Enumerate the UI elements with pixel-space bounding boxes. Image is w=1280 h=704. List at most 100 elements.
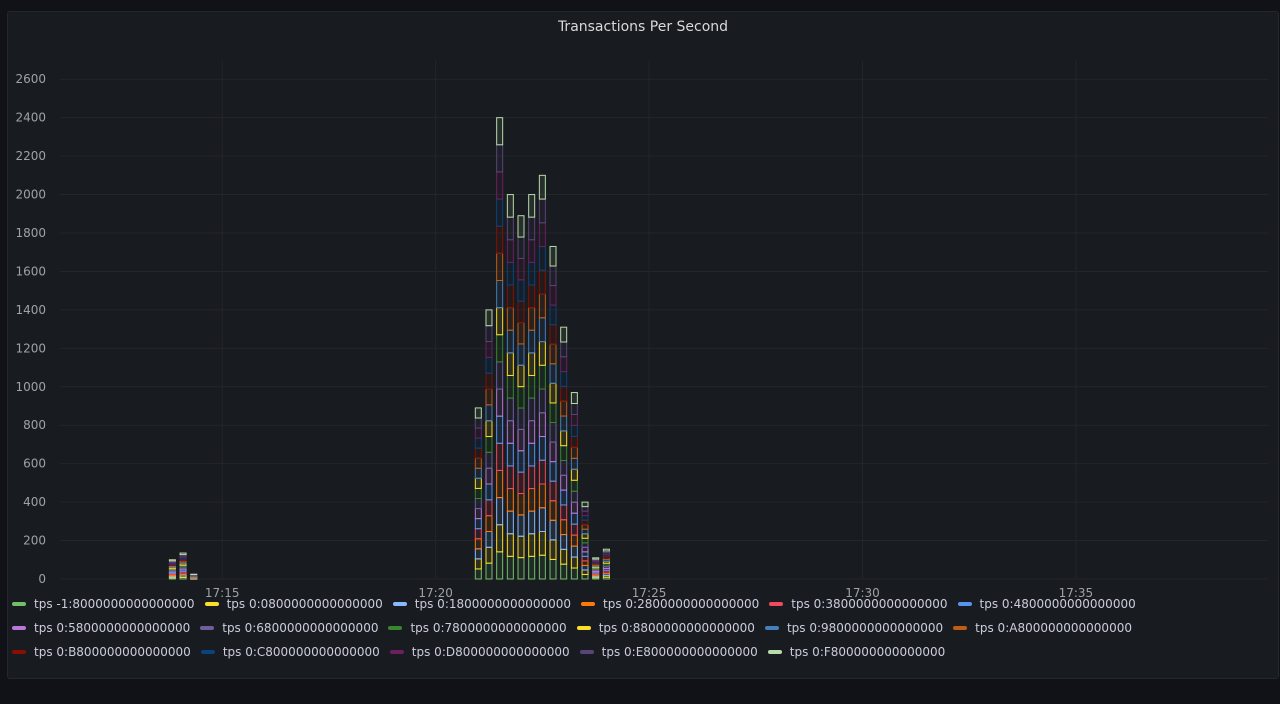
legend-item[interactable]: tps 0:E800000000000000 <box>579 640 758 664</box>
bar-segment <box>570 457 578 470</box>
bar-segment <box>549 245 557 267</box>
bar-segment <box>496 117 504 146</box>
bar-segment <box>538 269 546 295</box>
bar-segment <box>496 524 504 553</box>
bar-segment <box>485 404 493 422</box>
bar-segment <box>474 568 482 580</box>
bar-segment <box>474 457 482 469</box>
bar-segment <box>485 562 493 580</box>
legend-item[interactable]: tps 0:B800000000000000 <box>12 640 191 664</box>
y-tick-label: 2600 <box>15 72 46 86</box>
bar-segment <box>570 468 578 481</box>
bar-segment <box>549 324 557 345</box>
bar-segment <box>538 483 546 509</box>
legend-item[interactable]: tps 0:C800000000000000 <box>200 640 380 664</box>
bar-segment <box>485 483 493 501</box>
chart-panel: Transactions Per Second <box>7 11 1279 679</box>
y-tick-label: 600 <box>23 457 46 471</box>
legend-label: tps 0:5800000000000000 <box>34 621 191 635</box>
legend-item[interactable]: tps 0:7800000000000000 <box>388 616 567 640</box>
x-tick-label: 17:35 <box>1059 586 1094 600</box>
legend-swatch <box>767 650 782 654</box>
legend-label: tps 0:B800000000000000 <box>34 645 191 659</box>
bar-segment <box>485 436 493 453</box>
legend-item[interactable]: tps 0:D800000000000000 <box>389 640 570 664</box>
legend-item[interactable]: tps 0:9800000000000000 <box>764 616 943 640</box>
bar-segment <box>506 307 514 331</box>
bar-segment <box>179 552 187 556</box>
bar-segment <box>538 507 546 533</box>
y-tick-label: 1600 <box>15 264 46 278</box>
legend-swatch <box>200 650 215 654</box>
legend-label: tps 0:6800000000000000 <box>222 621 379 635</box>
legend-item[interactable]: tps 0:F800000000000000 <box>767 640 945 664</box>
bar-segment <box>506 533 514 557</box>
bar-segment <box>496 252 504 281</box>
legend-item[interactable]: tps 0:3800000000000000 <box>769 592 948 616</box>
bar-segment <box>560 548 568 565</box>
legend-item[interactable]: tps 0:0800000000000000 <box>204 592 383 616</box>
bar-segment <box>474 427 482 439</box>
bar-segment <box>474 477 482 489</box>
legend-swatch <box>953 626 968 630</box>
bar-segment <box>560 534 568 550</box>
bar-segment <box>538 246 546 271</box>
bar-segment <box>549 363 557 384</box>
bar-segment <box>549 402 557 424</box>
bar-segment <box>528 420 536 444</box>
bar-segment <box>485 546 493 564</box>
legend-label: tps 0:7800000000000000 <box>410 621 567 635</box>
bar-segment <box>506 194 514 218</box>
legend-swatch <box>204 602 219 606</box>
y-tick-label: 1200 <box>15 341 46 355</box>
bar-segment <box>485 325 493 343</box>
legend-item[interactable]: tps 0:6800000000000000 <box>200 616 378 640</box>
bar-segment <box>528 307 536 331</box>
legend-item[interactable]: tps -1:8000000000000000 <box>12 592 195 616</box>
y-tick-label: 1400 <box>15 303 46 317</box>
legend-item[interactable]: tps 0:1800000000000000 <box>392 592 571 616</box>
bar-segment <box>538 222 546 248</box>
bar-segment <box>528 194 536 218</box>
legend-label: tps 0:3800000000000000 <box>791 597 948 611</box>
bar-segment <box>570 413 578 426</box>
bar-segment <box>560 445 568 462</box>
bar-segment <box>538 174 546 200</box>
chart-legend: tps -1:8000000000000000 tps 0:08000000000… <box>12 592 1262 664</box>
bar-segment <box>560 474 568 491</box>
legend-item[interactable]: tps 0:8800000000000000 <box>576 616 755 640</box>
bar-segment <box>506 465 514 490</box>
bar-segment <box>168 559 176 562</box>
legend-item[interactable]: tps 0:5800000000000000 <box>12 616 190 640</box>
bar-segment <box>570 556 578 569</box>
bar-segment <box>496 361 504 390</box>
bar-segment <box>570 545 578 558</box>
bar-segment <box>528 239 536 263</box>
legend-item[interactable]: tps 0:A800000000000000 <box>953 616 1132 640</box>
bar-segment <box>474 538 482 550</box>
bar-segment <box>538 341 546 366</box>
bar-segment <box>496 144 504 173</box>
bar-segment <box>549 441 557 463</box>
legend-swatch <box>389 650 404 654</box>
bar-segment <box>485 467 493 485</box>
bar-segment <box>538 293 546 319</box>
bar-segment <box>485 451 493 469</box>
legend-swatch <box>12 626 26 630</box>
bar-segment <box>581 573 589 580</box>
bar-segment <box>570 403 578 415</box>
bar-segment <box>528 533 536 557</box>
bar-segment <box>528 352 536 376</box>
bar-segment <box>570 490 578 503</box>
tps-chart: 0 200 400 600 800 1000 1200 1400 1600 1800 2000 220… <box>15 60 1268 600</box>
bar-segment <box>549 480 557 502</box>
legend-label: tps 0:4800000000000000 <box>979 597 1136 611</box>
bar-segment <box>474 437 482 449</box>
bar-segment <box>496 442 504 471</box>
bar-segment <box>506 397 514 422</box>
bar-segment <box>496 279 504 309</box>
legend-item[interactable]: tps 0:4800000000000000 <box>957 592 1136 616</box>
bar-segment <box>517 428 525 452</box>
legend-item[interactable]: tps 0:2800000000000000 <box>581 592 759 616</box>
bar-segment <box>560 326 568 343</box>
